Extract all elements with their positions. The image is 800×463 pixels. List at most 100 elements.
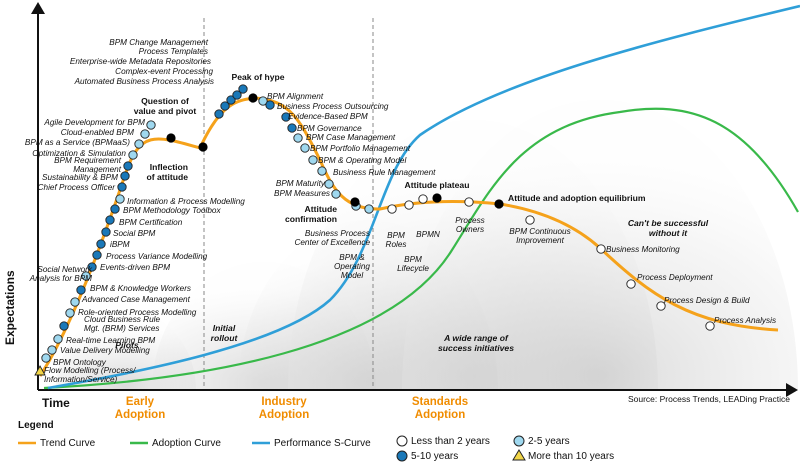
trend-item-label: Advanced Case Management <box>81 295 191 304</box>
trend-item-label: Agile Development for BPM <box>43 118 145 127</box>
trend-dot <box>134 139 144 149</box>
trend-dot <box>705 321 715 331</box>
trend-dot <box>596 244 606 254</box>
region-labels: Pilots Initial rollout A wide range of succe… <box>115 218 708 353</box>
legend-10plus-triangle <box>512 449 526 461</box>
trend-item-label: Social Network Analysis for BPM <box>29 265 93 283</box>
milestone-dot <box>350 197 360 207</box>
trend-dot <box>81 271 91 281</box>
trend-dot <box>76 285 86 295</box>
trend-item-label: Real-time Learning BPM <box>66 336 155 345</box>
legend-2-5-label: 2-5 years <box>528 436 570 447</box>
phase-early-1: Early <box>126 396 155 408</box>
milestone-peak-label: Peak of hype <box>231 72 284 82</box>
background-bubbles <box>56 100 798 390</box>
x-axis-label: Time <box>42 396 70 410</box>
trend-item-label: Sustainability & BPM <box>42 173 118 182</box>
trend-dots <box>34 84 715 376</box>
trend-item-label: BPM Methodology Toolbox <box>123 206 221 215</box>
trend-dot <box>214 109 224 119</box>
trend-dot <box>220 101 230 111</box>
milestone-equilibrium-label: Attitude and adoption equilibrium <box>508 193 646 203</box>
trend-dot <box>53 334 63 344</box>
trend-item-label: Social BPM <box>113 229 155 238</box>
trend-dot <box>101 227 111 237</box>
trend-dot <box>87 262 97 272</box>
trend-item-label: Complex-event Processing <box>115 67 213 76</box>
trend-item-label: Optimization & Simulation <box>32 149 126 158</box>
trend-item-label: BPM Measures <box>274 189 330 198</box>
trend-dot <box>47 345 57 355</box>
trend-item-label: BPM & Operating Model <box>318 156 406 165</box>
trend-item-label: Role-oriented Process Modelling <box>78 308 197 317</box>
axes <box>31 2 798 397</box>
trend-dot <box>626 279 636 289</box>
trend-dot <box>65 308 75 318</box>
trend-dot <box>146 120 156 130</box>
trend-dot <box>120 171 130 181</box>
trend-dot <box>226 95 236 105</box>
trend-item-label: BPM as a Service (BPMaaS) <box>25 138 130 147</box>
trend-item-label: BPM Certification <box>119 218 183 227</box>
trend-dot <box>140 129 150 139</box>
milestone-dot <box>494 199 504 209</box>
trend-item-label: Enterprise-wide Metadata Repositories <box>70 57 211 66</box>
trend-dot <box>117 182 127 192</box>
trend-item-label: BPM Continuous Improvement <box>509 227 570 245</box>
trend-item-label: BPM & Knowledge Workers <box>90 284 191 293</box>
trend-item-label: Business Process Outsourcing <box>277 102 389 111</box>
trend-dot <box>293 133 303 143</box>
trend-item-label: Cloud Business Rule Mgt. (BRM) Services <box>84 315 160 333</box>
region-initial-rollout-label: Initial rollout <box>211 323 239 343</box>
phase-early-2: Adoption <box>115 409 165 421</box>
trend-dot <box>525 215 535 225</box>
trend-dot <box>70 297 80 307</box>
trend-dot <box>115 194 125 204</box>
milestone-question-label: Question of value and pivot <box>134 96 197 116</box>
trend-dot <box>92 250 102 260</box>
legend-trend-label: Trend Curve <box>40 438 96 449</box>
trend-dot <box>110 204 120 214</box>
phase-industry-1: Industry <box>261 396 307 408</box>
trend-dot <box>387 204 397 214</box>
phase-industry-2: Adoption <box>259 409 309 421</box>
y-axis-label: Expectations <box>3 270 17 345</box>
trend-dot <box>331 189 341 199</box>
trend-dot <box>404 200 414 210</box>
trend-dot <box>128 150 138 160</box>
trend-dot <box>364 204 374 214</box>
trend-dot <box>258 96 268 106</box>
legend-adoption-label: Adoption Curve <box>152 438 221 449</box>
trend-item-label: Events-driven BPM <box>100 263 170 272</box>
trend-item-label: BPM Governance <box>297 124 362 133</box>
trend-dot <box>265 100 275 110</box>
legend-lt2-dot <box>396 435 408 447</box>
trend-item-label: Business Monitoring <box>606 245 680 254</box>
milestone-dot <box>432 193 442 203</box>
milestone-dot <box>198 142 208 152</box>
trend-item-label: BPM Roles <box>386 231 407 249</box>
milestone-confirmation-label: Attitude confirmation <box>285 204 337 224</box>
adoption-curve <box>43 107 799 390</box>
trend-dot <box>300 143 310 153</box>
trend-item-label: BPM & Operating Model <box>334 253 370 280</box>
trend-item-label: Information & Process Modelling <box>127 197 245 206</box>
trend-dot <box>308 155 318 165</box>
trend-item-label: BPM Maturity <box>276 179 326 188</box>
trend-item-label: Process Analysis <box>714 316 776 325</box>
trend-dot <box>287 123 297 133</box>
source-note: Source: Process Trends, LEADing Practice <box>628 394 790 404</box>
trend-item-label: Value Delivery Modelling <box>60 346 150 355</box>
trend-dot <box>656 301 666 311</box>
trend-item-label: Business Rule Management <box>333 168 436 177</box>
trend-item-label: BPM Change Management <box>109 38 208 47</box>
milestone-plateau-label: Attitude plateau <box>405 180 470 190</box>
milestones: Question of value and pivot Inflection of a… <box>134 72 646 224</box>
legend-lt2-label: Less than 2 years <box>411 436 490 447</box>
trend-item-label: Process Design & Build <box>664 296 750 305</box>
trend-dot <box>464 197 474 207</box>
trend-item-label: Chief Process Officer <box>38 183 116 192</box>
trend-item-label: Process Variance Modelling <box>106 252 208 261</box>
trend-item-label: Automated Business Process Analysis <box>74 77 214 86</box>
